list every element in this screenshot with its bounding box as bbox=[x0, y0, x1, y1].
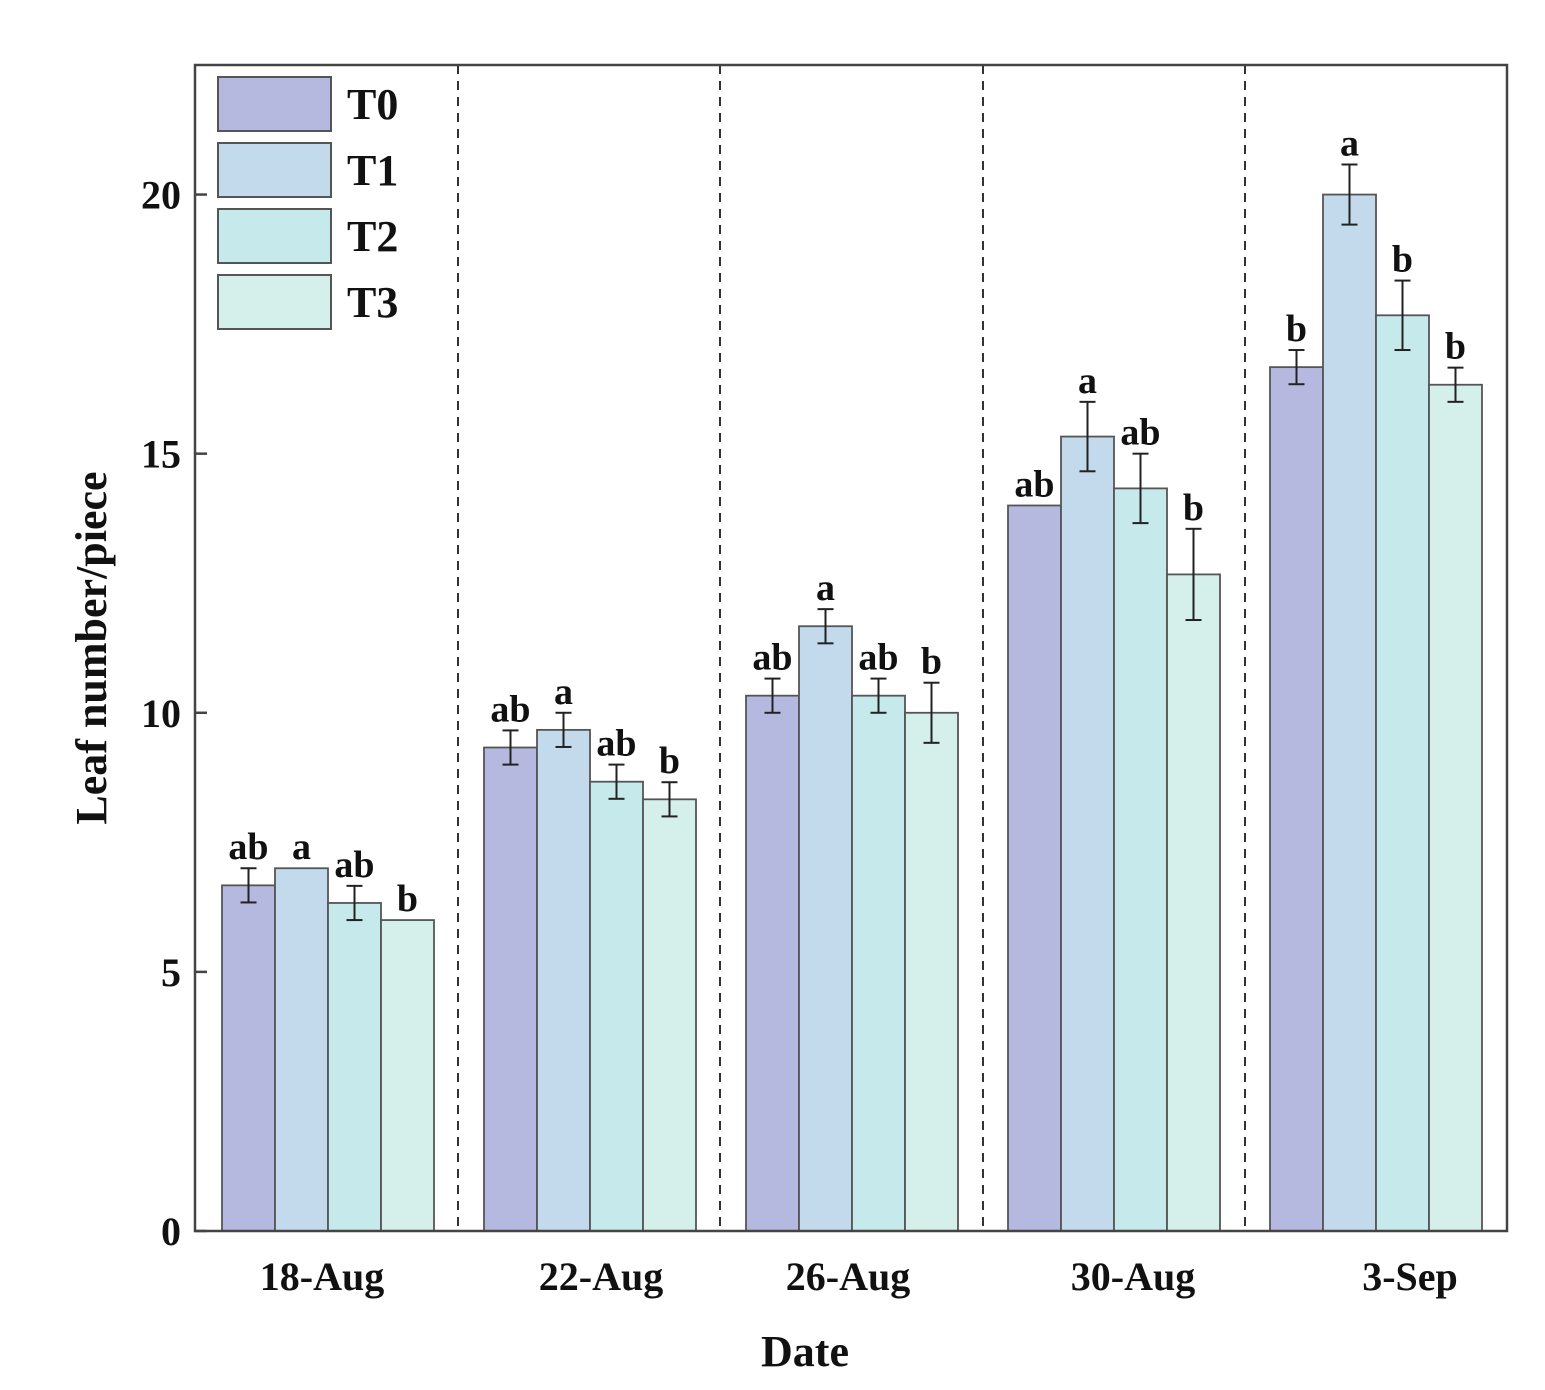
bar-T2-22-Aug bbox=[589, 780, 644, 1232]
significance-label: ab bbox=[228, 826, 268, 868]
significance-label: a bbox=[292, 826, 311, 868]
x-tick-label: 22-Aug bbox=[539, 1254, 663, 1299]
bar-T3-18-Aug bbox=[380, 919, 435, 1232]
x-tick-label: 30-Aug bbox=[1071, 1254, 1195, 1299]
bar-T1-26-Aug bbox=[798, 625, 853, 1232]
bar-T0-3-Sep bbox=[1269, 366, 1324, 1232]
bar-T0-22-Aug bbox=[483, 746, 538, 1232]
bar-T0-18-Aug bbox=[221, 884, 276, 1232]
x-tick-label: 18-Aug bbox=[260, 1254, 384, 1299]
bar-T0-26-Aug bbox=[745, 694, 800, 1232]
significance-label: a bbox=[554, 671, 573, 713]
bar-T1-30-Aug bbox=[1060, 435, 1115, 1232]
significance-label: ab bbox=[596, 723, 636, 765]
bar-T1-22-Aug bbox=[536, 728, 591, 1232]
x-axis-title: Date bbox=[761, 1327, 849, 1376]
category-separators bbox=[457, 65, 1246, 1231]
y-tick-label: 0 bbox=[161, 1209, 181, 1254]
bar-T3-3-Sep bbox=[1428, 383, 1483, 1232]
bar-T2-30-Aug bbox=[1113, 487, 1168, 1232]
significance-label: a bbox=[816, 567, 835, 609]
y-tick-label: 20 bbox=[141, 173, 181, 218]
significance-label: b bbox=[921, 641, 942, 683]
legend-label-T2: T2 bbox=[347, 212, 398, 261]
significance-label: ab bbox=[1120, 412, 1160, 454]
y-axis-title: Leaf number/piece bbox=[67, 471, 116, 824]
bar-T1-3-Sep bbox=[1322, 193, 1377, 1232]
significance-label: a bbox=[1340, 122, 1359, 164]
bar-T3-22-Aug bbox=[642, 798, 697, 1232]
significance-label: ab bbox=[752, 637, 792, 679]
x-axis: 18-Aug 22-Aug 26-Aug 30-Aug 3-Sep bbox=[260, 1254, 1458, 1299]
x-tick-label: 26-Aug bbox=[786, 1254, 910, 1299]
plot-frame bbox=[193, 63, 1509, 1233]
bar-T2-3-Sep bbox=[1375, 314, 1430, 1232]
significance-label: b bbox=[1445, 326, 1466, 368]
significance-label: ab bbox=[490, 688, 530, 730]
bar-T0-30-Aug bbox=[1007, 504, 1062, 1232]
error-bars bbox=[240, 163, 1464, 922]
bars bbox=[221, 193, 1483, 1232]
significance-label: b bbox=[397, 878, 418, 920]
y-axis: 0 5 10 15 20 bbox=[141, 173, 207, 1254]
legend-swatch-T3 bbox=[217, 274, 332, 330]
significance-label: b bbox=[659, 740, 680, 782]
significance-label: b bbox=[1392, 239, 1413, 281]
bar-T1-18-Aug bbox=[274, 867, 329, 1232]
legend-label-T0: T0 bbox=[347, 80, 398, 129]
significance-label: b bbox=[1286, 308, 1307, 350]
significance-label: b bbox=[1183, 487, 1204, 529]
significance-label: ab bbox=[1014, 463, 1054, 505]
y-tick-label: 5 bbox=[161, 950, 181, 995]
bar-T2-18-Aug bbox=[327, 902, 382, 1232]
legend-label-T1: T1 bbox=[347, 146, 398, 195]
bar-T2-26-Aug bbox=[851, 694, 906, 1232]
legend-swatch-T2 bbox=[217, 208, 332, 264]
significance-label: ab bbox=[334, 844, 374, 886]
significance-label: ab bbox=[858, 637, 898, 679]
significance-label: a bbox=[1078, 360, 1097, 402]
bar-T3-26-Aug bbox=[904, 711, 959, 1232]
legend-swatch-T1 bbox=[217, 142, 332, 198]
x-tick-label: 3-Sep bbox=[1362, 1254, 1458, 1299]
y-tick-label: 10 bbox=[141, 691, 181, 736]
y-tick-label: 15 bbox=[141, 432, 181, 477]
legend-label-T3: T3 bbox=[347, 278, 398, 327]
bar-T3-30-Aug bbox=[1166, 573, 1221, 1232]
legend-swatch-T0 bbox=[217, 76, 332, 132]
legend: T0 T1 T2 T3 bbox=[217, 76, 398, 330]
